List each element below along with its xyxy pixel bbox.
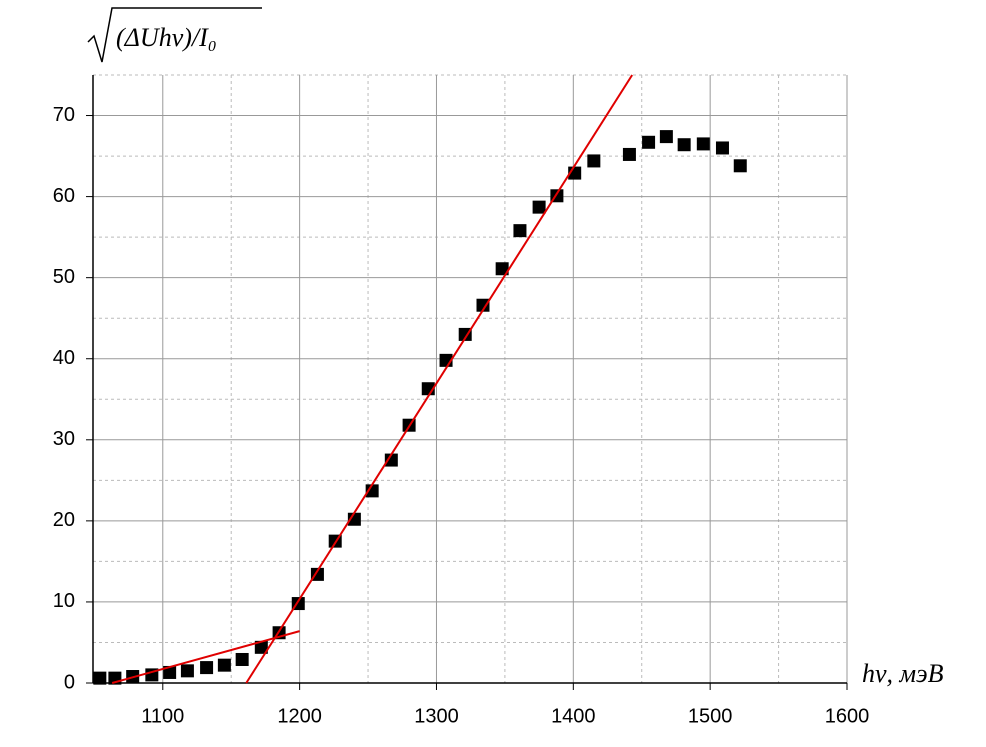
x-tick-label: 1200 — [277, 705, 322, 727]
x-tick-label: 1400 — [551, 705, 596, 727]
data-point — [254, 640, 268, 654]
y-tick-label: 0 — [64, 671, 75, 693]
data-point — [365, 484, 379, 498]
data-point — [532, 200, 546, 214]
fit-line — [245, 74, 634, 684]
data-point — [495, 262, 509, 276]
y-tick-label: 10 — [53, 590, 75, 612]
data-point — [642, 135, 656, 149]
y-tick-label: 70 — [53, 104, 75, 126]
x-tick-label: 1500 — [688, 705, 733, 727]
x-tick-label: 1300 — [414, 705, 459, 727]
data-point — [93, 671, 107, 685]
data-point — [163, 665, 177, 679]
x-tick-label: 1600 — [825, 705, 870, 727]
sqrt-sign — [87, 7, 262, 63]
data-point — [513, 224, 527, 238]
data-point — [587, 154, 601, 168]
data-point — [659, 130, 673, 144]
data-point — [476, 298, 490, 312]
y-axis-label: (ΔUhν)/I₀ — [116, 23, 217, 52]
data-point — [622, 147, 636, 161]
data-point — [677, 138, 691, 152]
data-point — [715, 141, 729, 155]
data-point — [733, 159, 747, 173]
data-point — [217, 658, 231, 672]
y-tick-label: 60 — [53, 185, 75, 207]
fit-line — [111, 630, 300, 684]
data-point — [200, 661, 214, 675]
data-point — [696, 137, 710, 151]
y-tick-label: 40 — [53, 347, 75, 369]
data-point — [384, 453, 398, 467]
x-axis-label: hν, мэВ — [862, 659, 944, 688]
data-point — [180, 664, 194, 678]
y-tick-label: 20 — [53, 509, 75, 531]
data-point — [235, 652, 249, 666]
x-tick-label: 1100 — [141, 705, 184, 727]
y-tick-label: 30 — [53, 428, 75, 450]
y-tick-label: 50 — [53, 266, 75, 288]
